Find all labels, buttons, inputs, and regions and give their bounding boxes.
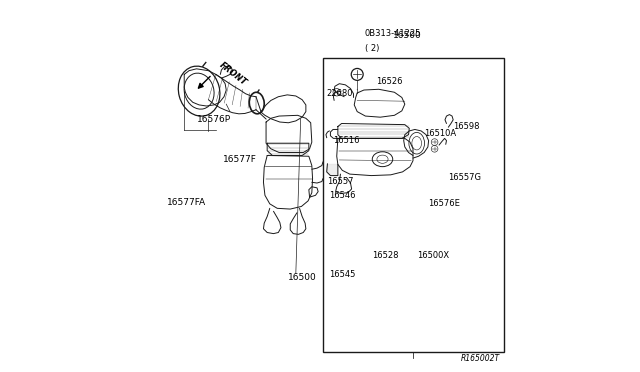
Text: 16500X: 16500X xyxy=(417,251,449,260)
Text: 16516: 16516 xyxy=(333,136,360,145)
Text: R165002T: R165002T xyxy=(461,354,500,363)
Text: 16557: 16557 xyxy=(326,177,353,186)
Text: 0B313-41225: 0B313-41225 xyxy=(365,29,421,38)
Text: 16500: 16500 xyxy=(393,31,422,40)
Text: 16510A: 16510A xyxy=(424,129,456,138)
Text: 22680: 22680 xyxy=(326,89,353,97)
Text: FRONT: FRONT xyxy=(218,61,248,88)
Text: 16577F: 16577F xyxy=(223,155,257,164)
Text: 16545: 16545 xyxy=(330,270,356,279)
Text: 16500: 16500 xyxy=(289,273,317,282)
Polygon shape xyxy=(326,164,338,176)
Text: 16577FA: 16577FA xyxy=(167,198,206,207)
Text: 16526: 16526 xyxy=(376,77,403,86)
Text: 16576E: 16576E xyxy=(428,199,460,208)
Text: 16576P: 16576P xyxy=(196,115,230,124)
Text: 16528: 16528 xyxy=(372,251,399,260)
Text: 16557G: 16557G xyxy=(449,173,481,182)
Text: ( 2): ( 2) xyxy=(365,44,379,53)
Text: 16546: 16546 xyxy=(330,191,356,200)
Text: 16598: 16598 xyxy=(453,122,479,131)
Bar xyxy=(323,58,504,352)
